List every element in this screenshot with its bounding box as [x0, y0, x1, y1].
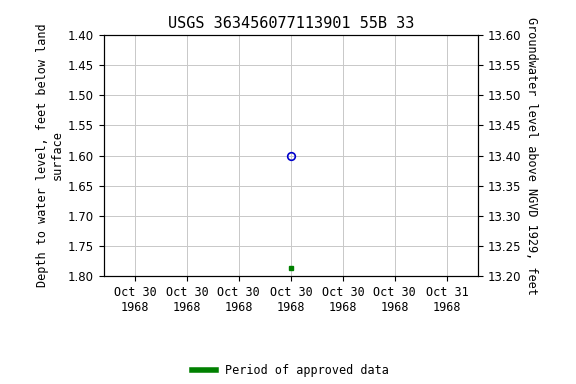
Y-axis label: Depth to water level, feet below land
surface: Depth to water level, feet below land su…: [36, 24, 64, 287]
Y-axis label: Groundwater level above NGVD 1929, feet: Groundwater level above NGVD 1929, feet: [525, 17, 539, 295]
Legend: Period of approved data: Period of approved data: [188, 359, 394, 382]
Title: USGS 363456077113901 55B 33: USGS 363456077113901 55B 33: [168, 16, 414, 31]
